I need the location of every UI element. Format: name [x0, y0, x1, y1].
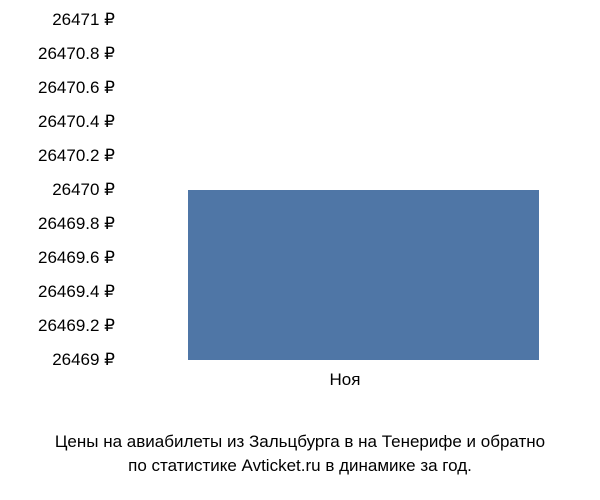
caption-line-1: Цены на авиабилеты из Зальцбурга в на Те… [55, 432, 545, 451]
y-tick-label: 26469.2 ₽ [0, 316, 115, 336]
caption-line-2: по статистике Avticket.ru в динамике за … [128, 456, 472, 475]
x-tick-label: Ноя [330, 370, 361, 390]
chart-area: 26471 ₽ 26470.8 ₽ 26470.6 ₽ 26470.4 ₽ 26470.… [0, 0, 600, 420]
y-tick-label: 26469.8 ₽ [0, 214, 115, 234]
plot-area [120, 20, 570, 360]
bar [188, 190, 539, 360]
y-tick-label: 26469.6 ₽ [0, 248, 115, 268]
y-tick-label: 26470.8 ₽ [0, 44, 115, 64]
y-tick-label: 26469.4 ₽ [0, 282, 115, 302]
y-tick-label: 26470.2 ₽ [0, 146, 115, 166]
chart-caption: Цены на авиабилеты из Зальцбурга в на Те… [0, 430, 600, 478]
y-tick-label: 26469 ₽ [0, 350, 115, 370]
y-tick-label: 26470.6 ₽ [0, 78, 115, 98]
y-tick-label: 26470 ₽ [0, 180, 115, 200]
y-tick-label: 26471 ₽ [0, 10, 115, 30]
x-axis: Ноя [120, 370, 570, 400]
y-axis: 26471 ₽26470.8 ₽26470.6 ₽26470.4 ₽26470.… [0, 20, 115, 360]
y-tick-label: 26470.4 ₽ [0, 112, 115, 132]
